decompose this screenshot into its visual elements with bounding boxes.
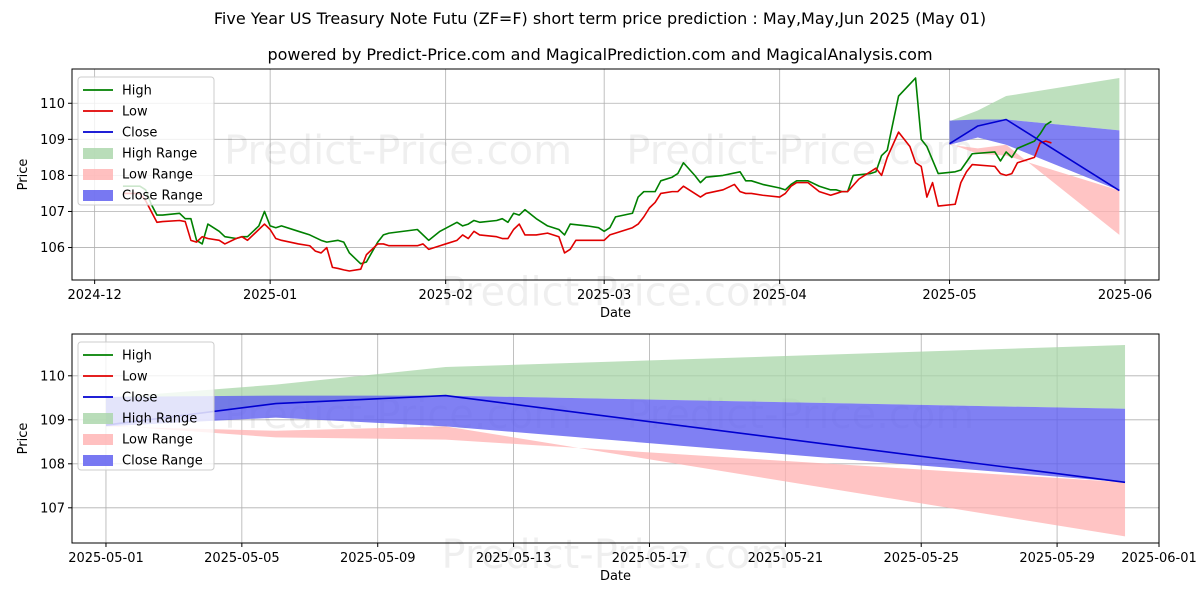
y-tick-label: 110 xyxy=(40,369,65,384)
legend-label: High xyxy=(122,84,152,99)
legend-swatch xyxy=(83,148,113,159)
legend: High Low Close High Range Low Range Close Ran… xyxy=(77,76,215,206)
x-tick-label: 2025-05-29 xyxy=(1019,551,1095,566)
legend-label: High Range xyxy=(122,412,197,427)
x-tick-label: 2025-06 xyxy=(1098,288,1152,303)
legend-label: High Range xyxy=(122,147,197,162)
watermark: Predict-Price.com xyxy=(442,532,790,578)
close-range-band xyxy=(949,119,1120,191)
y-tick-label: 107 xyxy=(40,501,65,516)
legend-label: Low xyxy=(122,105,148,120)
x-tick-label: 2025-03 xyxy=(577,288,631,303)
watermark: Predict-Price.com xyxy=(224,128,572,174)
x-tick-label: 2025-05-25 xyxy=(883,551,959,566)
x-tick-label: 2025-06-01 xyxy=(1121,551,1197,566)
low-range-band xyxy=(105,425,1126,537)
legend-label: Low Range xyxy=(122,433,193,448)
high-series-line xyxy=(122,77,1052,265)
close-series-line xyxy=(949,118,1120,192)
x-axis-label: Date xyxy=(600,306,631,321)
y-tick-label: 108 xyxy=(40,457,65,472)
high-range-band xyxy=(949,78,1120,144)
y-tick-label: 107 xyxy=(40,205,65,220)
legend-label: Close Range xyxy=(122,189,203,204)
legend-swatch xyxy=(83,169,113,180)
high-range-band xyxy=(105,345,1126,426)
x-tick-label: 2025-04 xyxy=(753,288,807,303)
y-axis-label: Price xyxy=(16,159,31,191)
x-tick-label: 2025-05-05 xyxy=(204,551,280,566)
x-axis-label: Date xyxy=(600,569,631,584)
watermark: Predict-Price.com xyxy=(442,269,790,315)
watermark: Predict-Price.com xyxy=(626,128,974,174)
y-tick-label: 110 xyxy=(40,97,65,112)
legend: High Low Close High Range Low Range Close Ran… xyxy=(77,341,215,471)
chart-2: Predict-Price.comPredict-Price.comPredic… xyxy=(16,333,1197,584)
legend-swatch xyxy=(83,455,113,466)
chart-1: Predict-Price.com Predict-Price.com Predic… xyxy=(16,68,1160,321)
x-tick-label: 2025-05 xyxy=(922,288,976,303)
plot-frame xyxy=(71,68,1160,281)
x-tick-label: 2025-02 xyxy=(418,288,472,303)
chart-subtitle: powered by Predict-Price.com and Magical… xyxy=(267,45,933,64)
legend-label: Close xyxy=(122,391,157,406)
y-tick-label: 106 xyxy=(40,241,65,256)
low-series-line xyxy=(122,131,1052,272)
legend-label: Close xyxy=(122,126,157,141)
x-tick-label: 2025-05-09 xyxy=(340,551,416,566)
x-tick-label: 2025-05-21 xyxy=(748,551,824,566)
chart-title: Five Year US Treasury Note Futu (ZF=F) s… xyxy=(213,9,987,28)
legend-label: High xyxy=(122,349,152,364)
legend-label: Low xyxy=(122,370,148,385)
x-tick-label: 2025-01 xyxy=(243,288,297,303)
plot-area xyxy=(122,77,1120,272)
y-tick-label: 109 xyxy=(40,413,65,428)
plot-frame xyxy=(71,333,1160,544)
legend-swatch xyxy=(83,190,113,201)
x-tick-label: 2024-12 xyxy=(67,288,121,303)
x-tick-label: 2025-05-13 xyxy=(476,551,552,566)
y-axis-label: Price xyxy=(16,423,31,455)
x-tick-label: 2025-05-17 xyxy=(612,551,688,566)
x-tick-label: 2025-05-01 xyxy=(68,551,144,566)
legend-label: Close Range xyxy=(122,454,203,469)
plot-area xyxy=(105,345,1126,537)
low-range-band xyxy=(949,143,1120,235)
y-tick-label: 109 xyxy=(40,133,65,148)
y-tick-label: 108 xyxy=(40,169,65,184)
legend-label: Low Range xyxy=(122,168,193,183)
legend-swatch xyxy=(83,413,113,424)
legend-swatch xyxy=(83,434,113,445)
close-range-band xyxy=(105,395,1126,483)
